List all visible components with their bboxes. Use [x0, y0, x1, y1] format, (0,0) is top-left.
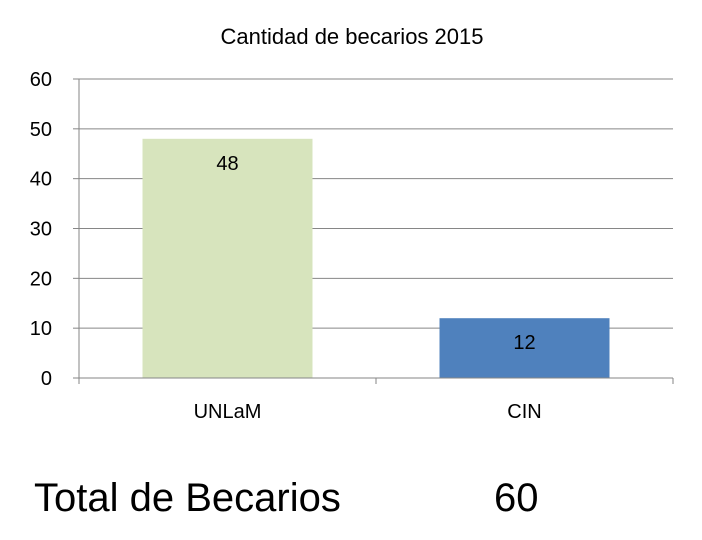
bar-cin — [439, 318, 610, 378]
x-tick-label: UNLaM — [194, 401, 262, 423]
y-tick-label: 30 — [30, 219, 52, 241]
y-tick-label: 20 — [30, 268, 52, 290]
chart-canvas: Cantidad de becarios 2015 0102030405060 … — [30, 24, 674, 423]
x-tick-label: CIN — [507, 401, 541, 423]
y-tick-label: 40 — [30, 169, 52, 191]
total-value: 60 — [494, 476, 539, 520]
bar-chart: Cantidad de becarios 2015 0 10 20 30 40 50 60 … — [30, 24, 674, 423]
axes — [78, 79, 674, 384]
chart-title: Cantidad de becarios 2015 — [221, 24, 484, 49]
total-label: Total de Becarios — [34, 476, 341, 520]
bars: 48 12 — [142, 138, 610, 378]
x-axis-ticks: UNLaM CIN — [194, 401, 542, 423]
y-tick-label: 50 — [30, 119, 52, 141]
data-label: 48 — [216, 153, 238, 175]
y-tick-label: 0 — [41, 368, 52, 390]
y-axis-ticks: 0 10 20 30 40 50 60 — [30, 69, 79, 390]
y-tick-label: 10 — [30, 318, 52, 340]
bar-unlam — [142, 138, 313, 378]
total-row: Total de Becarios 60 — [0, 470, 702, 530]
data-label: 12 — [513, 332, 535, 354]
y-tick-label: 60 — [30, 69, 52, 91]
